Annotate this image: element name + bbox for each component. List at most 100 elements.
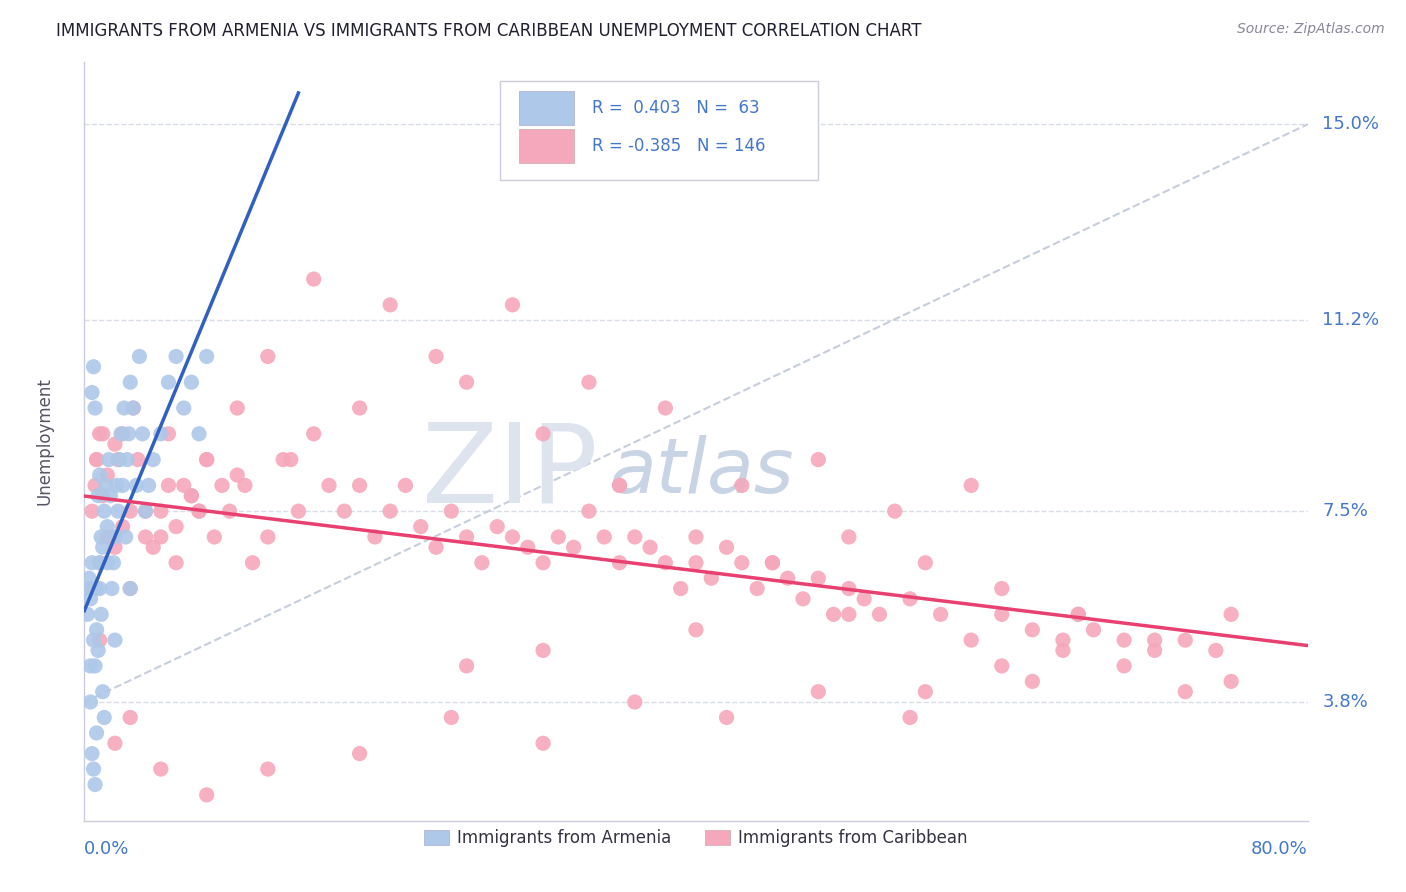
Point	[180, 489, 202, 503]
Point	[120, 582, 142, 596]
Point	[257, 350, 280, 364]
Point	[929, 607, 952, 622]
Point	[807, 452, 830, 467]
Point	[1052, 643, 1074, 657]
Point	[685, 530, 707, 544]
Point	[898, 710, 921, 724]
Point	[226, 401, 249, 415]
Point	[188, 504, 211, 518]
Point	[91, 541, 114, 555]
Point	[195, 452, 218, 467]
Point	[609, 478, 631, 492]
Point	[440, 504, 463, 518]
Point	[83, 359, 105, 374]
Point	[165, 519, 187, 533]
Point	[104, 736, 127, 750]
Legend: Immigrants from Armenia, Immigrants from Caribbean: Immigrants from Armenia, Immigrants from…	[418, 822, 974, 854]
Point	[700, 571, 723, 585]
Point	[93, 504, 115, 518]
Point	[1220, 607, 1243, 622]
Point	[96, 519, 118, 533]
Point	[138, 478, 160, 492]
Point	[120, 504, 142, 518]
Point	[86, 582, 108, 596]
Point	[685, 623, 707, 637]
FancyBboxPatch shape	[519, 91, 574, 125]
Point	[149, 504, 172, 518]
Point	[86, 452, 108, 467]
Point	[776, 571, 799, 585]
Point	[211, 478, 233, 492]
Point	[135, 504, 157, 518]
Point	[80, 747, 103, 761]
Point	[380, 298, 402, 312]
Point	[1143, 633, 1166, 648]
Point	[86, 452, 108, 467]
Point	[609, 556, 631, 570]
Point	[609, 478, 631, 492]
Point	[287, 504, 309, 518]
Text: Source: ZipAtlas.com: Source: ZipAtlas.com	[1237, 22, 1385, 37]
Point	[127, 452, 149, 467]
Point	[131, 426, 153, 441]
Point	[1114, 633, 1136, 648]
Point	[195, 788, 218, 802]
Point	[991, 607, 1014, 622]
Point	[195, 350, 218, 364]
Point	[98, 489, 121, 503]
Point	[823, 607, 845, 622]
Point	[218, 504, 240, 518]
Point	[716, 710, 738, 724]
Point	[792, 591, 814, 606]
Point	[257, 530, 280, 544]
Point	[333, 504, 356, 518]
Point	[80, 556, 103, 570]
Point	[135, 504, 157, 518]
Point	[456, 659, 478, 673]
Point	[125, 478, 148, 492]
Point	[1021, 674, 1043, 689]
Point	[120, 376, 142, 390]
Point	[91, 426, 114, 441]
Point	[349, 401, 371, 415]
Point	[84, 478, 107, 492]
Point	[173, 478, 195, 492]
Point	[960, 633, 983, 648]
Point	[638, 541, 661, 555]
Point	[280, 452, 302, 467]
Point	[80, 582, 103, 596]
Point	[108, 452, 131, 467]
Point	[914, 556, 936, 570]
Point	[425, 541, 447, 555]
Point	[157, 376, 180, 390]
Point	[440, 710, 463, 724]
Point	[202, 530, 225, 544]
Point	[180, 376, 202, 390]
Point	[761, 556, 783, 570]
Point	[91, 489, 114, 503]
Point	[173, 401, 195, 415]
Point	[883, 504, 905, 518]
Point	[76, 607, 98, 622]
Point	[89, 556, 111, 570]
Point	[97, 452, 120, 467]
Point	[1143, 643, 1166, 657]
Point	[120, 710, 142, 724]
Point	[96, 556, 118, 570]
Text: atlas: atlas	[610, 435, 794, 508]
Point	[112, 401, 135, 415]
Point	[1114, 659, 1136, 673]
Point	[104, 437, 127, 451]
Point	[120, 582, 142, 596]
Point	[471, 556, 494, 570]
Text: Unemployment: Unemployment	[35, 377, 53, 506]
Text: IMMIGRANTS FROM ARMENIA VS IMMIGRANTS FROM CARIBBEAN UNEMPLOYMENT CORRELATION CH: IMMIGRANTS FROM ARMENIA VS IMMIGRANTS FR…	[56, 22, 922, 40]
Point	[731, 478, 754, 492]
Point	[115, 452, 138, 467]
Point	[80, 385, 103, 400]
Point	[516, 541, 538, 555]
Point	[654, 401, 676, 415]
Point	[84, 778, 107, 792]
Point	[914, 684, 936, 698]
Point	[578, 376, 600, 390]
